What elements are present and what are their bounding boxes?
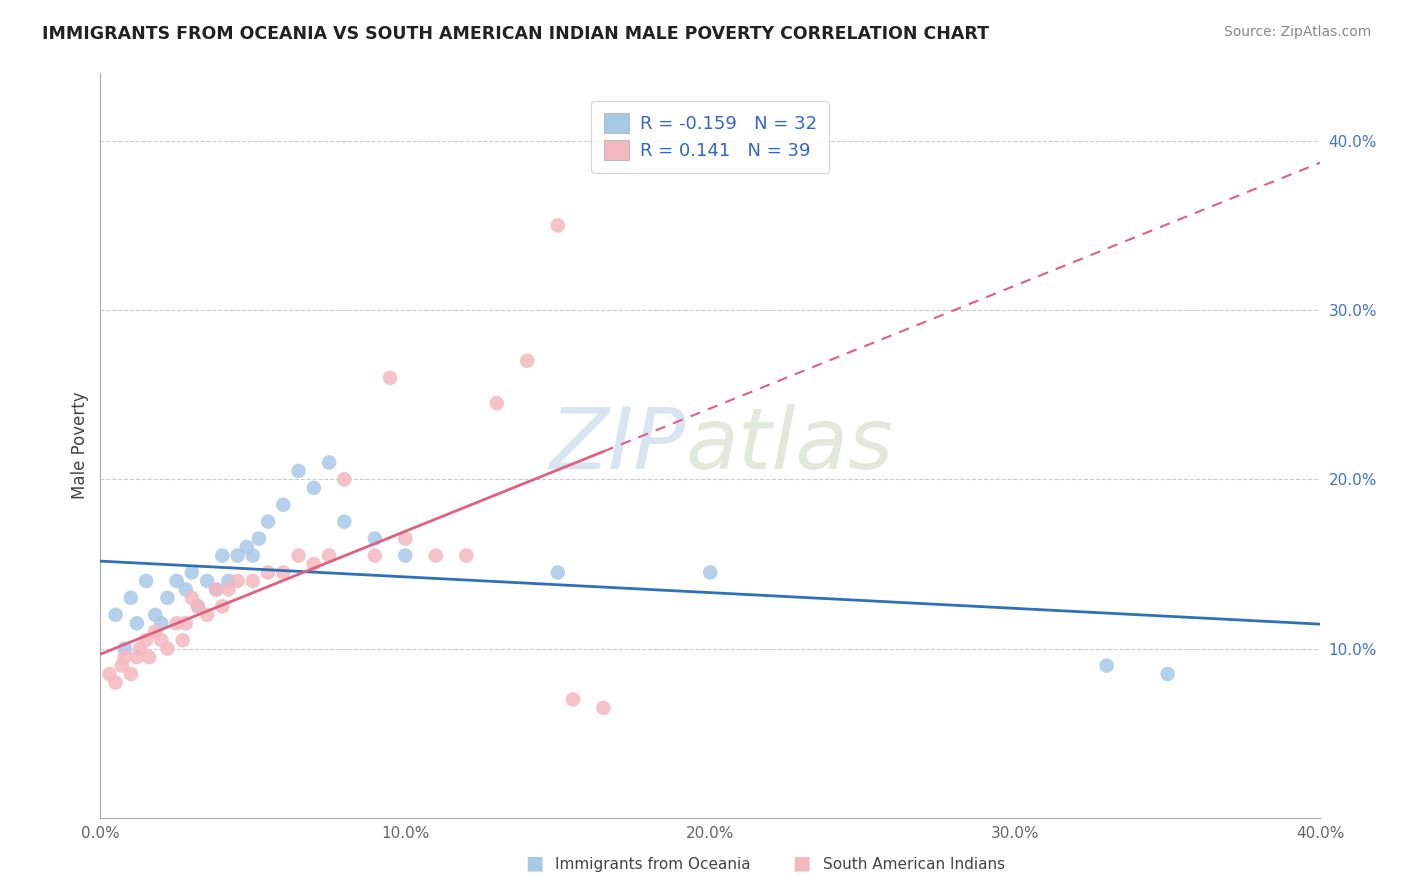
Point (120, 591, 142, 605)
Point (180, 566, 202, 580)
Point (425, 549, 447, 563)
Point (364, 532, 387, 546)
Point (516, 354, 538, 368)
Text: IMMIGRANTS FROM OCEANIA VS SOUTH AMERICAN INDIAN MALE POVERTY CORRELATION CHART: IMMIGRANTS FROM OCEANIA VS SOUTH AMERICA… (42, 25, 990, 43)
Point (195, 607, 218, 622)
Point (187, 599, 209, 614)
Point (129, 641, 152, 656)
Point (485, 396, 508, 410)
Point (166, 574, 188, 588)
Point (187, 599, 209, 614)
Point (135, 633, 157, 648)
Point (226, 549, 249, 563)
Point (174, 582, 197, 597)
Point (273, 498, 295, 512)
Point (226, 574, 249, 588)
Point (180, 591, 202, 605)
Point (333, 472, 356, 486)
Point (125, 650, 148, 665)
Point (242, 574, 264, 588)
Point (195, 574, 218, 588)
Point (273, 566, 295, 580)
Point (394, 532, 416, 546)
Point (156, 591, 179, 605)
Point (287, 464, 309, 478)
Point (247, 532, 270, 546)
Point (217, 582, 239, 597)
Point (257, 566, 280, 580)
Point (287, 549, 309, 563)
Text: South American Indians: South American Indians (823, 857, 1005, 872)
Point (143, 607, 166, 622)
Point (333, 515, 356, 529)
Point (143, 624, 166, 639)
Point (302, 481, 325, 495)
Point (318, 455, 340, 469)
Point (562, 692, 585, 706)
Point (135, 574, 157, 588)
Point (150, 633, 173, 648)
Point (111, 658, 134, 673)
Point (104, 675, 127, 690)
Point (172, 633, 194, 648)
Point (125, 616, 148, 631)
Text: ■: ■ (792, 854, 811, 872)
Point (98, 667, 121, 681)
Point (114, 650, 136, 665)
Point (166, 616, 188, 631)
Point (114, 641, 136, 656)
Point (547, 566, 569, 580)
Point (174, 616, 197, 631)
Point (394, 549, 416, 563)
Point (235, 540, 257, 554)
Point (120, 667, 142, 681)
Point (378, 370, 401, 384)
Point (257, 515, 280, 529)
Text: atlas: atlas (686, 404, 894, 487)
Text: ZIP: ZIP (550, 404, 686, 487)
Point (318, 549, 340, 563)
Point (364, 549, 387, 563)
Point (138, 650, 160, 665)
Legend: R = -0.159   N = 32, R = 0.141   N = 39: R = -0.159 N = 32, R = 0.141 N = 39 (591, 101, 830, 173)
Point (211, 599, 233, 614)
Text: Immigrants from Oceania: Immigrants from Oceania (555, 857, 751, 872)
Point (217, 574, 239, 588)
Point (242, 549, 264, 563)
Point (150, 616, 173, 631)
Point (1156, 667, 1178, 681)
Point (104, 607, 127, 622)
Point (456, 549, 478, 563)
Point (302, 557, 325, 571)
Point (156, 641, 179, 656)
Text: ■: ■ (524, 854, 544, 872)
Point (205, 582, 228, 597)
Point (547, 219, 569, 233)
Point (1095, 658, 1118, 673)
Point (592, 701, 614, 715)
Point (211, 549, 233, 563)
Point (205, 582, 228, 597)
Point (699, 566, 721, 580)
Y-axis label: Male Poverty: Male Poverty (72, 392, 89, 500)
Text: Source: ZipAtlas.com: Source: ZipAtlas.com (1223, 25, 1371, 39)
